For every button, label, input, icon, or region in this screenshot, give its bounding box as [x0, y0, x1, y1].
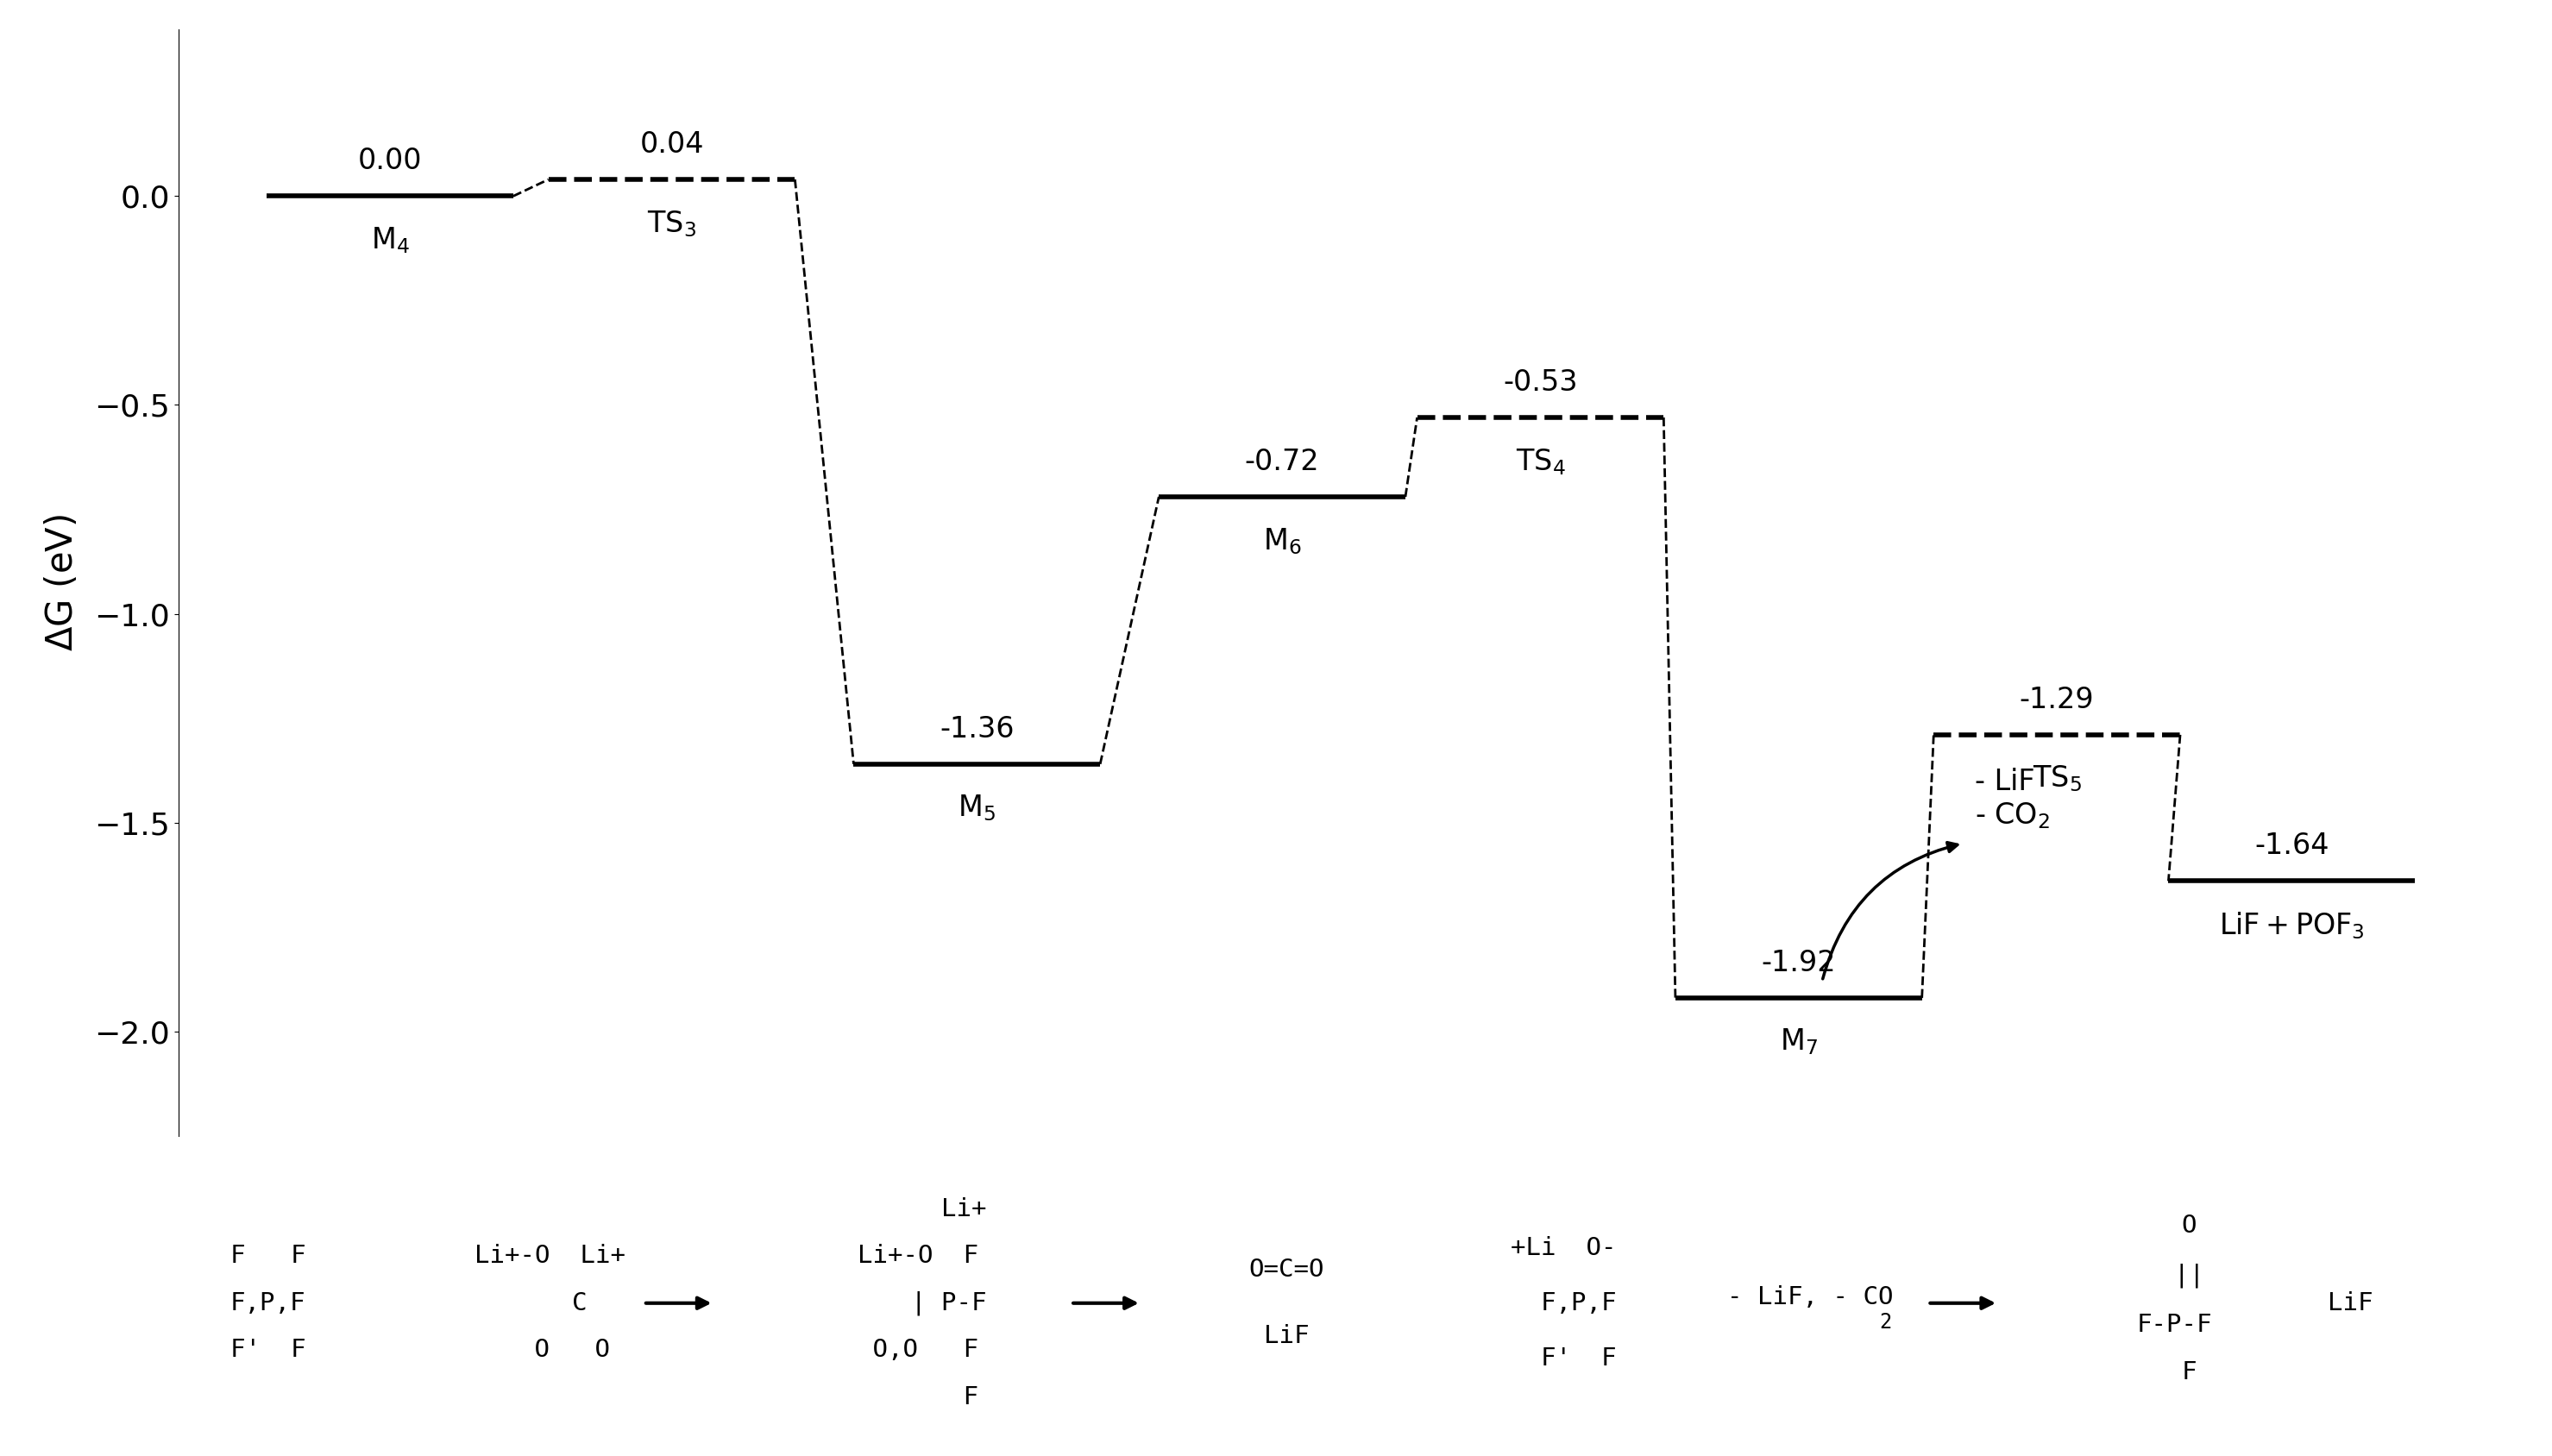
- Text: 0.04: 0.04: [641, 130, 704, 159]
- Text: F-P-F: F-P-F: [2136, 1313, 2213, 1337]
- Text: F'  F: F' F: [1511, 1347, 1618, 1370]
- Text: | P-F: | P-F: [850, 1291, 985, 1315]
- Text: - LiF, - CO: - LiF, - CO: [1728, 1286, 1894, 1309]
- Text: O   O: O O: [490, 1338, 610, 1363]
- Text: -1.92: -1.92: [1761, 948, 1835, 977]
- Text: -1.64: -1.64: [2253, 831, 2330, 860]
- Text: +Li  O-: +Li O-: [1511, 1236, 1618, 1259]
- Text: O,O   F: O,O F: [857, 1338, 977, 1363]
- Y-axis label: $\Delta$G (eV): $\Delta$G (eV): [43, 514, 79, 651]
- Text: 0.00: 0.00: [357, 147, 421, 175]
- Text: F'  F: F' F: [230, 1338, 306, 1363]
- Text: $\mathrm{TS_5}$: $\mathrm{TS_5}$: [2031, 764, 2082, 794]
- Text: LiF: LiF: [1263, 1325, 1309, 1348]
- Text: - LiF
- CO$_2$: - LiF - CO$_2$: [1975, 767, 2049, 831]
- Text: $\mathrm{M_7}$: $\mathrm{M_7}$: [1779, 1026, 1817, 1057]
- Text: LiF: LiF: [2327, 1291, 2373, 1315]
- Text: F: F: [2151, 1360, 2197, 1385]
- Text: Li+-O  Li+: Li+-O Li+: [475, 1243, 625, 1268]
- Text: O=C=O: O=C=O: [1248, 1258, 1324, 1281]
- Text: -0.53: -0.53: [1503, 368, 1577, 396]
- Text: F,P,F: F,P,F: [1511, 1291, 1618, 1315]
- Text: ||: ||: [2144, 1264, 2205, 1287]
- Text: O: O: [2151, 1214, 2197, 1238]
- Text: F   F: F F: [230, 1243, 306, 1268]
- Text: $\mathrm{LiF + POF_3}$: $\mathrm{LiF + POF_3}$: [2218, 910, 2366, 941]
- Text: Li+: Li+: [850, 1197, 985, 1222]
- Text: 2: 2: [1878, 1312, 1891, 1332]
- Text: $\mathrm{TS_4}$: $\mathrm{TS_4}$: [1516, 447, 1564, 476]
- Text: C: C: [513, 1291, 587, 1315]
- Text: -0.72: -0.72: [1245, 447, 1319, 476]
- Text: $\mathrm{TS_3}$: $\mathrm{TS_3}$: [648, 208, 697, 239]
- Text: F,P,F: F,P,F: [230, 1291, 306, 1315]
- Text: -1.29: -1.29: [2019, 686, 2095, 713]
- Text: -1.36: -1.36: [939, 715, 1013, 743]
- Text: Li+-O  F: Li+-O F: [857, 1243, 977, 1268]
- Text: $\mathrm{M_6}$: $\mathrm{M_6}$: [1263, 526, 1302, 556]
- Text: F: F: [857, 1385, 977, 1409]
- Text: $\mathrm{M_4}$: $\mathrm{M_4}$: [370, 226, 408, 255]
- Text: $\mathrm{M_5}$: $\mathrm{M_5}$: [957, 794, 995, 823]
